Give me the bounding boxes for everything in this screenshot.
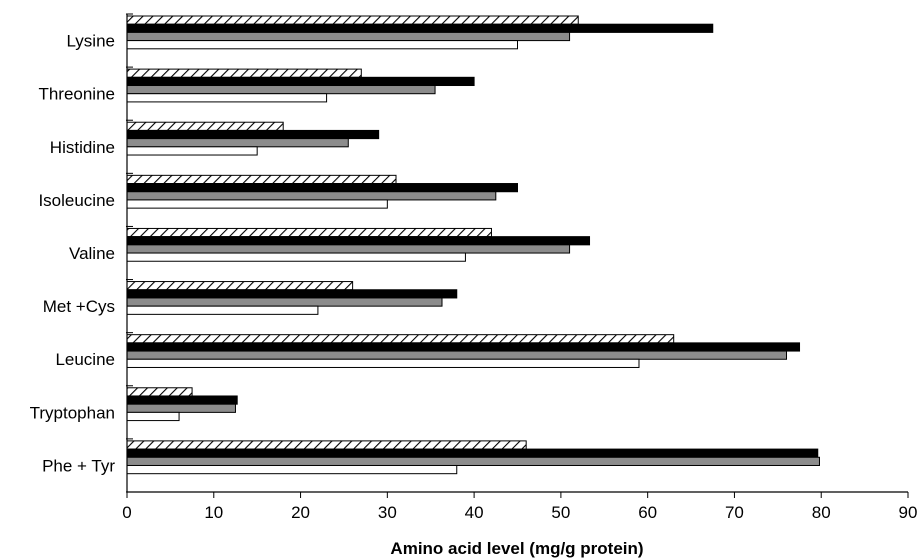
bar-met-cys-series-3 (126, 297, 443, 307)
bar-lysine-series-2 (126, 23, 714, 33)
x-tick-label: 80 (812, 503, 831, 522)
category-label: Isoleucine (38, 191, 115, 210)
x-axis: 0 10 20 30 40 50 60 70 80 90 (122, 491, 918, 522)
x-tick-label: 20 (291, 503, 310, 522)
bar-valine-series-1 (126, 227, 492, 238)
x-tick-label: 30 (378, 503, 397, 522)
x-tick-label: 0 (122, 503, 131, 522)
bar-histidine-series-1 (126, 121, 284, 131)
bar-lysine-series-1 (126, 15, 579, 25)
bar-tryptophan-series-4 (126, 411, 180, 422)
bar-phe-tyr-series-1 (126, 440, 527, 450)
bar-threonine-series-3 (126, 85, 436, 95)
bar-met-cys-series-4 (126, 305, 319, 315)
bar-leucine-series-1 (126, 334, 675, 344)
bar-histidine-series-4 (126, 146, 258, 156)
y-axis: Lysine Threonine Histidine Isoleucine Valine… (30, 13, 133, 493)
x-tick-label: 70 (725, 503, 744, 522)
x-tick-label: 60 (638, 503, 657, 522)
category-label: Leucine (55, 350, 115, 369)
category-label: Phe + Tyr (42, 456, 115, 475)
category-label: Met +Cys (43, 297, 115, 316)
category-label: Threonine (38, 85, 115, 104)
category-label: Tryptophan (30, 403, 115, 422)
x-tick-label: 90 (899, 503, 918, 522)
bar-leucine-series-4 (126, 358, 640, 368)
bar-histidine-series-2 (126, 129, 380, 140)
bar-lysine-series-4 (126, 40, 518, 50)
bar-phe-tyr-series-4 (126, 464, 458, 475)
bar-phe-tyr-series-3 (126, 456, 820, 466)
bar-valine-series-4 (126, 252, 466, 262)
category-label: Histidine (50, 138, 115, 157)
bar-met-cys-series-2 (126, 289, 458, 299)
bar-tryptophan-series-2 (126, 395, 238, 405)
x-tick-label: 40 (465, 503, 484, 522)
bar-leucine-series-3 (126, 350, 788, 360)
bar-threonine-series-2 (126, 76, 475, 87)
bar-isoleucine-series-4 (126, 199, 388, 209)
bar-phe-tyr-series-2 (126, 448, 819, 458)
bar-tryptophan-series-1 (126, 387, 193, 397)
bar-tryptophan-series-3 (126, 403, 236, 413)
bar-valine-series-2 (126, 236, 591, 246)
x-axis-title: Amino acid level (mg/g protein) (390, 539, 643, 558)
bar-isoleucine-series-3 (126, 191, 497, 201)
bar-isoleucine-series-2 (126, 183, 518, 193)
bar-isoleucine-series-1 (126, 174, 397, 185)
category-label: Valine (69, 244, 115, 263)
bar-histidine-series-3 (126, 138, 349, 148)
bar-leucine-series-2 (126, 342, 801, 352)
bars-group (126, 15, 820, 475)
bar-lysine-series-3 (126, 31, 571, 42)
x-tick-label: 50 (551, 503, 570, 522)
bar-valine-series-3 (126, 244, 571, 254)
bar-threonine-series-1 (126, 68, 362, 78)
bar-threonine-series-4 (126, 93, 328, 103)
category-label: Lysine (66, 32, 115, 51)
bar-met-cys-series-1 (126, 281, 354, 291)
x-tick-label: 10 (204, 503, 223, 522)
